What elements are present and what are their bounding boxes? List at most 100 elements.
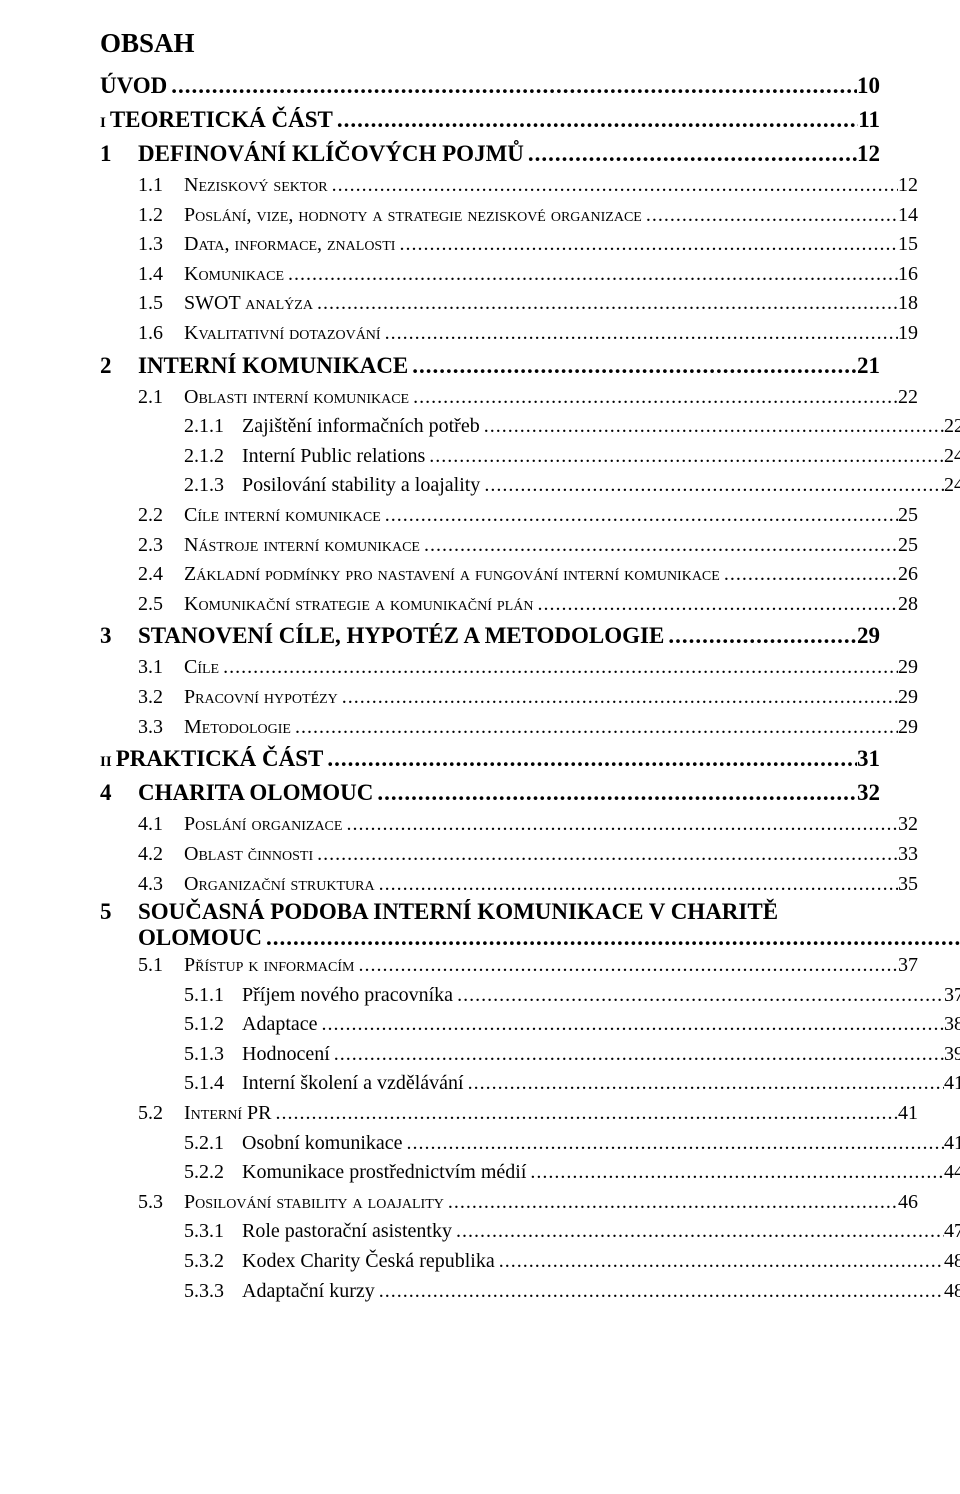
toc-leader bbox=[480, 412, 944, 442]
toc-subsection-label: Adaptace bbox=[242, 1010, 318, 1040]
toc-chapter-num: 4 bbox=[100, 776, 138, 810]
toc-page: 12 bbox=[898, 171, 918, 201]
toc-subsection-label: Kodex Charity Česká republika bbox=[242, 1247, 495, 1277]
toc-leader bbox=[328, 171, 898, 201]
toc-section-label: Organizační struktura bbox=[184, 870, 375, 900]
toc-subsection-num: 5.1.3 bbox=[184, 1040, 242, 1070]
toc-part-text: PRAKTICKÁ ČÁST bbox=[116, 746, 324, 771]
toc-subsection: 5.1.2Adaptace38 bbox=[100, 1010, 960, 1040]
toc-section: 2.4Základní podmínky pro nastavení a fun… bbox=[100, 560, 918, 590]
toc-leader bbox=[444, 1188, 898, 1218]
toc-subsection: 5.3.3Adaptační kurzy48 bbox=[100, 1277, 960, 1307]
toc-section: 5.1Přístup k informacím37 bbox=[100, 951, 918, 981]
toc-section-label: Pracovní hypotézy bbox=[184, 683, 338, 713]
toc-section: 4.3Organizační struktura 35 bbox=[100, 870, 918, 900]
toc-leader bbox=[420, 531, 898, 561]
toc-page: 15 bbox=[898, 230, 918, 260]
toc-page: 44 bbox=[944, 1158, 960, 1188]
toc-subsection-label: Zajištění informačních potřeb bbox=[242, 412, 480, 442]
toc-section-num: 4.2 bbox=[138, 840, 184, 870]
toc-section-label: Oblasti interní komunikace bbox=[184, 383, 409, 413]
toc-section-label: Posilování stability a loajality bbox=[184, 1188, 444, 1218]
toc-page: 47 bbox=[944, 1217, 960, 1247]
toc-part-text: TEORETICKÁ ČÁST bbox=[110, 107, 333, 132]
toc-page: 14 bbox=[898, 201, 918, 231]
toc-page: 21 bbox=[857, 349, 880, 383]
toc-subsection-label: Interní školení a vzdělávání bbox=[242, 1069, 464, 1099]
toc-part-label: ÚVOD bbox=[100, 69, 167, 103]
toc-subsection: 5.3.2Kodex Charity Česká republika48 bbox=[100, 1247, 960, 1277]
toc-chapter-num: 1 bbox=[100, 137, 138, 171]
toc-page: 22 bbox=[944, 412, 960, 442]
toc-chapter-label-line1: SOUČASNÁ PODOBA INTERNÍ KOMUNIKACE V CHA… bbox=[138, 899, 960, 925]
toc-section-num: 3.3 bbox=[138, 713, 184, 743]
toc-section-label: Poslání, vize, hodnoty a strategie nezis… bbox=[184, 201, 642, 231]
toc-subsection: 2.1.2Interní Public relations24 bbox=[100, 442, 960, 472]
toc-subsection-num: 2.1.2 bbox=[184, 442, 242, 472]
toc-section-num: 2.2 bbox=[138, 501, 184, 531]
toc-subsection: 5.1.1Příjem nového pracovníka37 bbox=[100, 981, 960, 1011]
toc-leader bbox=[323, 742, 857, 776]
toc-section-label: Komunikace bbox=[184, 260, 284, 290]
toc-subsection-label: Hodnocení bbox=[242, 1040, 330, 1070]
toc-section-num: 4.3 bbox=[138, 870, 184, 900]
toc-section-label: Neziskový sektor bbox=[184, 171, 328, 201]
toc-leader bbox=[167, 69, 857, 103]
toc-page: 37 bbox=[944, 981, 960, 1011]
toc-part-label: IIPRAKTICKÁ ČÁST bbox=[100, 742, 323, 776]
toc-page: 16 bbox=[898, 260, 918, 290]
toc-leader bbox=[330, 1040, 944, 1070]
toc-leader bbox=[408, 349, 857, 383]
toc-leader bbox=[533, 590, 898, 620]
toc-section-num: 1.1 bbox=[138, 171, 184, 201]
toc-list: ÚVOD10ITEORETICKÁ ČÁST111DEFINOVÁNÍ KLÍČ… bbox=[100, 69, 880, 1306]
toc-leader bbox=[452, 1217, 944, 1247]
toc-subsection-num: 2.1.3 bbox=[184, 471, 242, 501]
toc-subsection-num: 5.1.2 bbox=[184, 1010, 242, 1040]
toc-part-prefix: I bbox=[100, 115, 106, 131]
toc-page: 35 bbox=[898, 870, 918, 900]
toc-section-num: 1.3 bbox=[138, 230, 184, 260]
toc-title: OBSAH bbox=[100, 28, 880, 59]
toc-subsection: 5.2.1Osobní komunikace41 bbox=[100, 1129, 960, 1159]
toc-section-label: Přístup k informacím bbox=[184, 951, 354, 981]
toc-section: 5.3Posilování stability a loajality46 bbox=[100, 1188, 918, 1218]
toc-section-num: 5.2 bbox=[138, 1099, 184, 1129]
toc-leader bbox=[453, 981, 944, 1011]
toc-part-prefix: II bbox=[100, 754, 112, 770]
toc-subsection: 5.2.2Komunikace prostřednictvím médií44 bbox=[100, 1158, 960, 1188]
toc-leader bbox=[291, 713, 898, 743]
toc-page: 28 bbox=[898, 590, 918, 620]
toc-chapter-label: DEFINOVÁNÍ KLÍČOVÝCH POJMŮ bbox=[138, 137, 524, 171]
toc-section-num: 1.6 bbox=[138, 319, 184, 349]
toc-section: 4.1Poslání organizace32 bbox=[100, 810, 918, 840]
toc-section: 3.3Metodologie29 bbox=[100, 713, 918, 743]
toc-page: 18 bbox=[898, 289, 918, 319]
toc-page: 10 bbox=[857, 69, 880, 103]
toc-leader bbox=[464, 1069, 944, 1099]
toc-section: 1.4Komunikace 16 bbox=[100, 260, 918, 290]
toc-subsection-label: Interní Public relations bbox=[242, 442, 425, 472]
toc-chapter-label: INTERNÍ KOMUNIKACE bbox=[138, 349, 408, 383]
toc-leader bbox=[403, 1129, 944, 1159]
toc-section-label: SWOT analýza bbox=[184, 289, 313, 319]
toc-page: 32 bbox=[857, 776, 880, 810]
toc-part: IIPRAKTICKÁ ČÁST31 bbox=[100, 742, 880, 776]
toc-section-num: 5.3 bbox=[138, 1188, 184, 1218]
toc-leader bbox=[381, 501, 898, 531]
toc-section-label: Poslání organizace bbox=[184, 810, 342, 840]
toc-leader bbox=[333, 103, 858, 137]
toc-section-num: 2.1 bbox=[138, 383, 184, 413]
toc-section-label: Oblast činnosti bbox=[184, 840, 313, 870]
toc-leader bbox=[425, 442, 944, 472]
toc-leader bbox=[664, 619, 857, 653]
toc-page: 29 bbox=[857, 619, 880, 653]
toc-chapter-label: CHARITA OLOMOUC bbox=[138, 776, 373, 810]
toc-section-label: Cíle bbox=[184, 653, 219, 683]
toc-subsection: 5.1.3Hodnocení39 bbox=[100, 1040, 960, 1070]
toc-page: 32 bbox=[898, 810, 918, 840]
toc-page: 22 bbox=[898, 383, 918, 413]
toc-section: 2.2Cíle interní komunikace25 bbox=[100, 501, 918, 531]
toc-section-num: 1.4 bbox=[138, 260, 184, 290]
toc-subsection-label: Příjem nového pracovníka bbox=[242, 981, 453, 1011]
